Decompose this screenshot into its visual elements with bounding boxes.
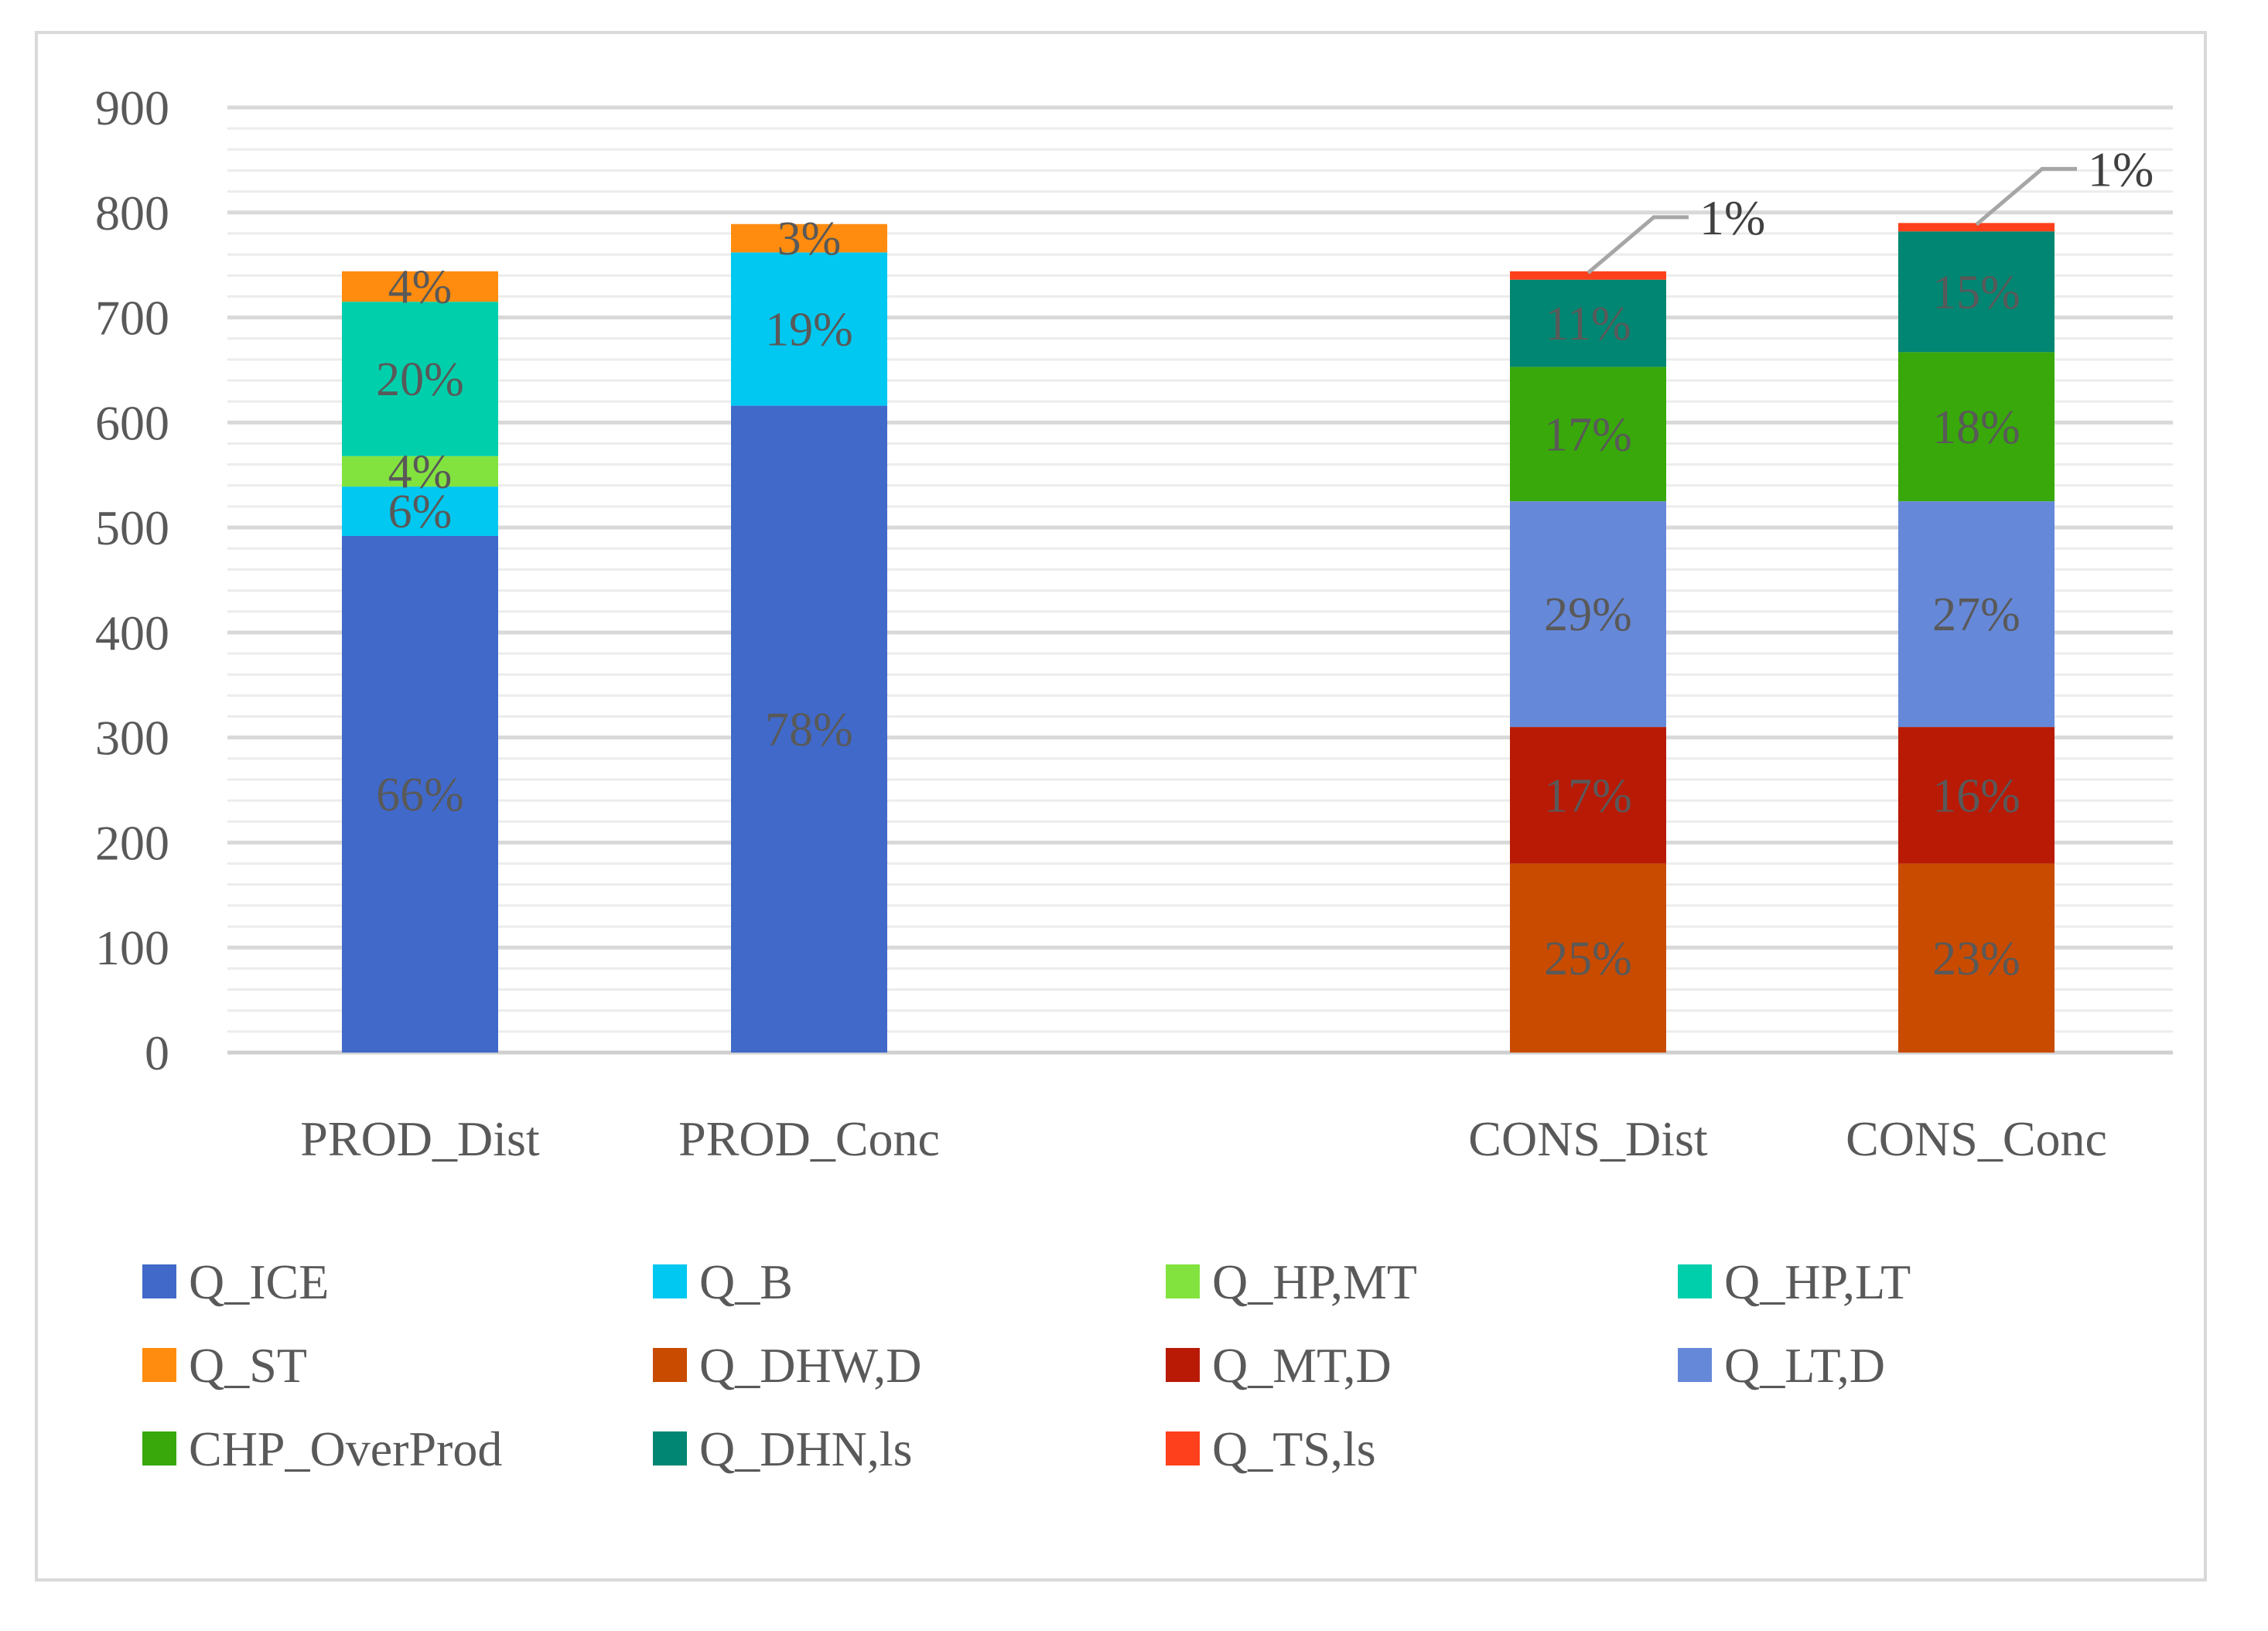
legend-label: Q_HP,LT xyxy=(1724,1254,1911,1309)
legend-swatch xyxy=(142,1348,176,1382)
legend-swatch xyxy=(653,1431,687,1466)
legend-label: Q_ST xyxy=(189,1338,307,1393)
bar-segment xyxy=(1510,271,1666,280)
bar-segment xyxy=(1510,367,1666,502)
y-tick-label: 600 xyxy=(95,395,169,450)
segment-data-labels: 66%6%4%20%4%78%19%3%25%17%29%17%11%23%16… xyxy=(376,213,2020,985)
legend-label: Q_B xyxy=(699,1254,793,1309)
bar-data-label: 4% xyxy=(388,261,453,314)
legend-swatch xyxy=(653,1348,687,1382)
bar-data-label: 25% xyxy=(1544,933,1632,985)
bar-data-label: 20% xyxy=(376,353,464,406)
legend-swatch xyxy=(1166,1264,1200,1298)
minor-gridlines xyxy=(227,127,2173,1033)
legend-swatch xyxy=(1678,1264,1712,1298)
bar-segment xyxy=(1898,352,2055,502)
legend-swatch xyxy=(653,1264,687,1298)
x-category-label: PROD_Dist xyxy=(300,1111,540,1166)
bar-data-label: 18% xyxy=(1932,401,2020,454)
bar-data-label: 17% xyxy=(1544,769,1632,822)
y-tick-label: 400 xyxy=(95,606,169,660)
bar-segment xyxy=(731,405,887,1053)
bar-data-label: 78% xyxy=(765,704,853,756)
bars xyxy=(342,223,2055,1053)
bar-segment xyxy=(1510,279,1666,367)
legend-swatch xyxy=(1166,1431,1200,1466)
legend-label: Q_DHN,ls xyxy=(699,1421,913,1476)
bar-segment xyxy=(731,252,887,406)
legend-label: CHP_OverProd xyxy=(189,1421,502,1476)
bar-segment xyxy=(342,535,498,1053)
bar-data-label: 4% xyxy=(388,445,453,498)
legend-swatch xyxy=(142,1264,176,1298)
bar-segment xyxy=(342,271,498,302)
x-category-label: PROD_Conc xyxy=(678,1111,940,1166)
callout-label: 1% xyxy=(2088,142,2154,196)
bar-segment xyxy=(342,302,498,456)
bar-segment xyxy=(1510,863,1666,1053)
legend-label: Q_HP,MT xyxy=(1212,1254,1417,1309)
y-tick-label: 0 xyxy=(145,1025,169,1080)
bar-segment xyxy=(1898,223,2055,232)
y-axis-tick-labels: 0 100 200 300 400 500 600 700 800 900 xyxy=(95,80,169,1080)
bar-segment xyxy=(1898,727,2055,864)
bar-data-label: 19% xyxy=(765,303,853,356)
y-tick-label: 300 xyxy=(95,711,169,766)
bar-data-label: 23% xyxy=(1932,933,2020,985)
bar-data-label: 11% xyxy=(1545,298,1631,350)
callout-labels: 1% 1% xyxy=(1587,142,2154,275)
legend-label: Q_DHW,D xyxy=(699,1338,921,1393)
bar-data-label: 6% xyxy=(388,486,453,538)
bar-segment xyxy=(1510,727,1666,864)
y-tick-label: 800 xyxy=(95,186,169,241)
bar-data-label: 3% xyxy=(777,213,842,265)
legend-label: Q_LT,D xyxy=(1724,1338,1885,1393)
legend-label: Q_MT,D xyxy=(1212,1338,1392,1393)
bar-data-label: 66% xyxy=(376,769,464,821)
bar-segment xyxy=(342,486,498,536)
bar-data-label: 17% xyxy=(1544,408,1632,461)
x-category-label: CONS_Conc xyxy=(1846,1111,2107,1166)
bar-segment xyxy=(1898,231,2055,353)
callout-leader-line xyxy=(1975,166,2077,227)
major-gridlines xyxy=(227,105,2173,1055)
bar-segment xyxy=(1510,501,1666,728)
callout-label: 1% xyxy=(1699,190,1765,245)
x-category-label: CONS_Dist xyxy=(1468,1111,1708,1166)
y-tick-label: 700 xyxy=(95,291,169,346)
chart-frame: 0 100 200 300 400 500 600 700 800 900 66% 6% 4% 20% 4… xyxy=(35,31,2207,1582)
bar-segment xyxy=(731,223,887,253)
bar-data-label: 15% xyxy=(1932,266,2020,319)
y-tick-label: 200 xyxy=(95,815,169,870)
legend-swatch xyxy=(1166,1348,1200,1382)
bar-segment xyxy=(1898,863,2055,1053)
bar-segment xyxy=(342,456,498,487)
callout-leader-line xyxy=(1587,215,1689,275)
legend-label: Q_TS,ls xyxy=(1212,1421,1376,1476)
bar-data-label: 29% xyxy=(1544,589,1632,641)
legend: Q_ICE Q_B Q_HP,MT Q_HP,LT Q_ST Q_DHW,D Q_MT,D Q… xyxy=(142,1254,1911,1476)
legend-swatch xyxy=(142,1431,176,1466)
y-tick-label: 500 xyxy=(95,500,169,555)
legend-label: Q_ICE xyxy=(189,1254,329,1309)
y-tick-label: 900 xyxy=(95,80,169,135)
x-axis-category-labels: PROD_Dist PROD_Conc CONS_Dist CONS_Conc xyxy=(300,1111,2107,1166)
bar-data-label: 27% xyxy=(1932,589,2020,641)
bar-data-label: 16% xyxy=(1932,769,2020,822)
bar-segment xyxy=(1898,501,2055,728)
legend-swatch xyxy=(1678,1348,1712,1382)
y-tick-label: 100 xyxy=(95,920,169,975)
